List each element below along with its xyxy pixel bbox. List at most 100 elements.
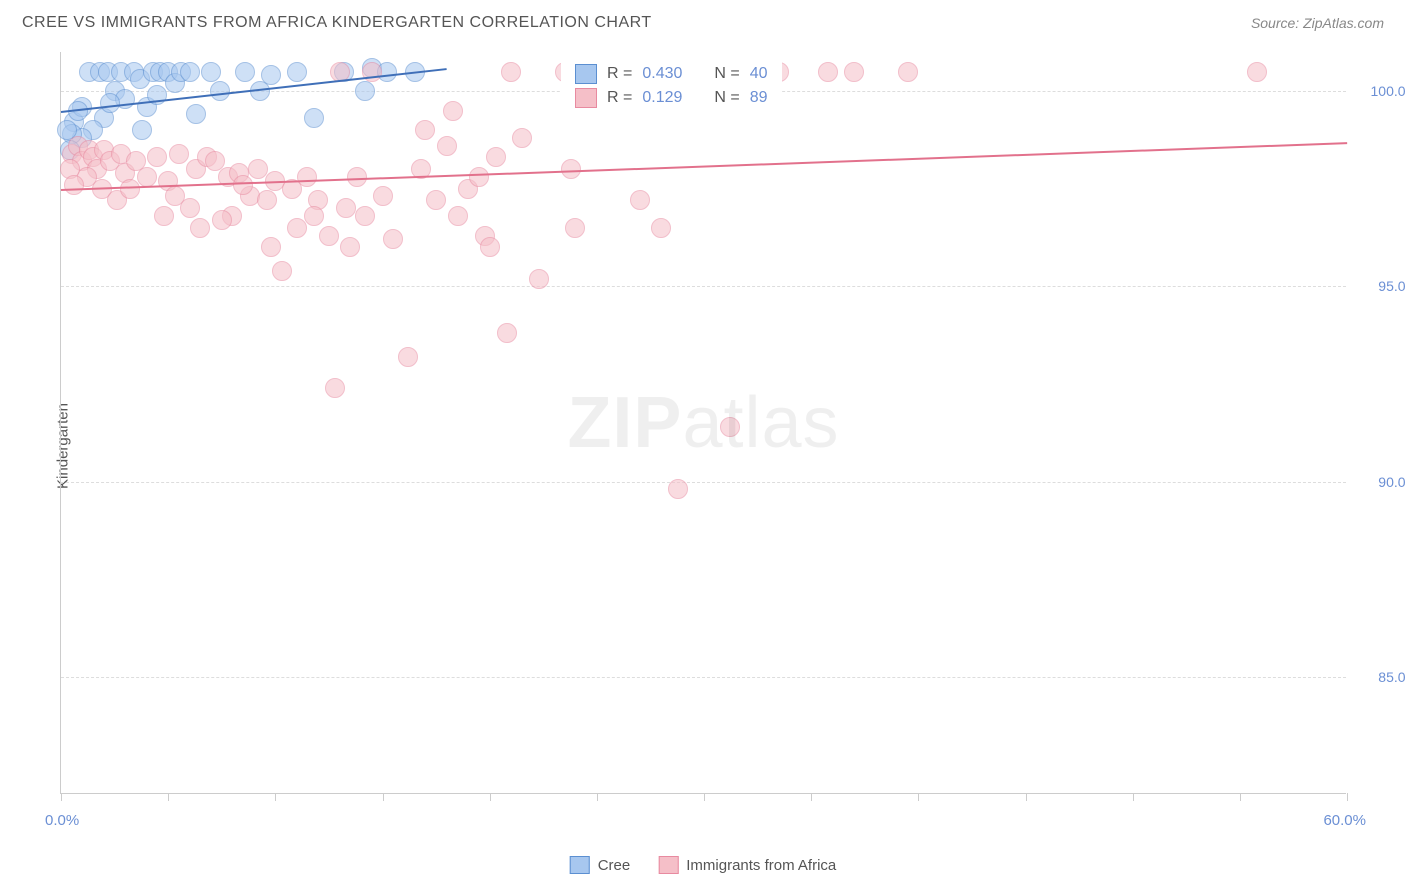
scatter-point bbox=[448, 206, 468, 226]
scatter-point bbox=[210, 81, 230, 101]
scatter-point bbox=[64, 175, 84, 195]
x-tick bbox=[811, 793, 812, 801]
scatter-point bbox=[100, 93, 120, 113]
scatter-point bbox=[630, 190, 650, 210]
scatter-plot-area: ZIPatlas R =0.430N =40R =0.129N =89 0.0%… bbox=[60, 52, 1346, 794]
x-tick bbox=[597, 793, 598, 801]
legend-label: Cree bbox=[598, 857, 631, 874]
y-tick-label: 90.0% bbox=[1358, 474, 1406, 490]
scatter-point bbox=[147, 147, 167, 167]
legend-n-value: 89 bbox=[750, 89, 768, 107]
gridline bbox=[61, 677, 1346, 678]
scatter-point bbox=[355, 81, 375, 101]
legend-row: R = 0.430 N = 40 bbox=[575, 62, 768, 86]
legend-r-label: R = bbox=[607, 89, 632, 107]
scatter-point bbox=[898, 62, 918, 82]
x-tick bbox=[1133, 793, 1134, 801]
scatter-point bbox=[497, 323, 517, 343]
scatter-point bbox=[818, 62, 838, 82]
scatter-point bbox=[501, 62, 521, 82]
scatter-point bbox=[355, 206, 375, 226]
legend-r-label: R = bbox=[607, 65, 632, 83]
y-tick-label: 95.0% bbox=[1358, 278, 1406, 294]
watermark: ZIPatlas bbox=[567, 382, 839, 464]
x-tick bbox=[1347, 793, 1348, 801]
gridline bbox=[61, 286, 1346, 287]
scatter-point bbox=[212, 210, 232, 230]
legend-swatch bbox=[570, 856, 590, 874]
x-tick bbox=[490, 793, 491, 801]
scatter-point bbox=[512, 128, 532, 148]
scatter-point bbox=[201, 62, 221, 82]
scatter-point bbox=[319, 226, 339, 246]
scatter-point bbox=[137, 167, 157, 187]
x-axis-min-label: 0.0% bbox=[45, 812, 79, 829]
watermark-left: ZIP bbox=[567, 383, 682, 463]
scatter-point bbox=[235, 62, 255, 82]
scatter-point bbox=[304, 108, 324, 128]
x-tick bbox=[168, 793, 169, 801]
scatter-point bbox=[415, 120, 435, 140]
x-tick bbox=[704, 793, 705, 801]
scatter-point bbox=[233, 175, 253, 195]
scatter-point bbox=[480, 237, 500, 257]
scatter-point bbox=[426, 190, 446, 210]
chart-title: CREE VS IMMIGRANTS FROM AFRICA KINDERGAR… bbox=[22, 14, 652, 32]
x-tick bbox=[275, 793, 276, 801]
scatter-point bbox=[340, 237, 360, 257]
series-legend: Cree Immigrants from Africa bbox=[570, 856, 837, 874]
scatter-point bbox=[154, 206, 174, 226]
scatter-point bbox=[325, 378, 345, 398]
legend-item: Cree bbox=[570, 856, 631, 874]
scatter-point bbox=[190, 218, 210, 238]
x-axis-max-label: 60.0% bbox=[1323, 812, 1366, 829]
scatter-point bbox=[272, 261, 292, 281]
scatter-point bbox=[373, 186, 393, 206]
scatter-point bbox=[651, 218, 671, 238]
scatter-point bbox=[287, 218, 307, 238]
gridline bbox=[61, 482, 1346, 483]
y-tick-label: 100.0% bbox=[1358, 83, 1406, 99]
scatter-point bbox=[261, 237, 281, 257]
scatter-point bbox=[844, 62, 864, 82]
scatter-point bbox=[297, 167, 317, 187]
scatter-point bbox=[261, 65, 281, 85]
legend-swatch bbox=[575, 64, 597, 84]
legend-r-value: 0.430 bbox=[642, 65, 682, 83]
scatter-point bbox=[287, 62, 307, 82]
scatter-point bbox=[668, 479, 688, 499]
scatter-point bbox=[304, 206, 324, 226]
scatter-point bbox=[398, 347, 418, 367]
scatter-point bbox=[486, 147, 506, 167]
scatter-point bbox=[383, 229, 403, 249]
x-tick bbox=[918, 793, 919, 801]
legend-r-value: 0.129 bbox=[642, 89, 682, 107]
x-tick bbox=[61, 793, 62, 801]
legend-n-label: N = bbox=[714, 89, 739, 107]
scatter-point bbox=[180, 62, 200, 82]
x-tick bbox=[383, 793, 384, 801]
legend-item: Immigrants from Africa bbox=[658, 856, 836, 874]
chart-header: CREE VS IMMIGRANTS FROM AFRICA KINDERGAR… bbox=[0, 0, 1406, 46]
scatter-point bbox=[186, 104, 206, 124]
legend-n-label: N = bbox=[714, 65, 739, 83]
legend-n-value: 40 bbox=[750, 65, 768, 83]
correlation-legend: R = 0.430 N = 40 R = 0.129 N = 89 bbox=[561, 56, 782, 116]
scatter-point bbox=[469, 167, 489, 187]
source-label: Source: ZipAtlas.com bbox=[1251, 15, 1384, 31]
legend-label: Immigrants from Africa bbox=[686, 857, 836, 874]
scatter-point bbox=[565, 218, 585, 238]
scatter-point bbox=[1247, 62, 1267, 82]
scatter-point bbox=[529, 269, 549, 289]
x-tick bbox=[1240, 793, 1241, 801]
x-tick bbox=[1026, 793, 1027, 801]
scatter-point bbox=[336, 198, 356, 218]
watermark-right: atlas bbox=[682, 383, 839, 463]
legend-swatch bbox=[575, 88, 597, 108]
legend-swatch bbox=[658, 856, 678, 874]
scatter-point bbox=[132, 120, 152, 140]
scatter-point bbox=[169, 144, 189, 164]
scatter-point bbox=[443, 101, 463, 121]
scatter-point bbox=[165, 186, 185, 206]
legend-row: R = 0.129 N = 89 bbox=[575, 86, 768, 110]
